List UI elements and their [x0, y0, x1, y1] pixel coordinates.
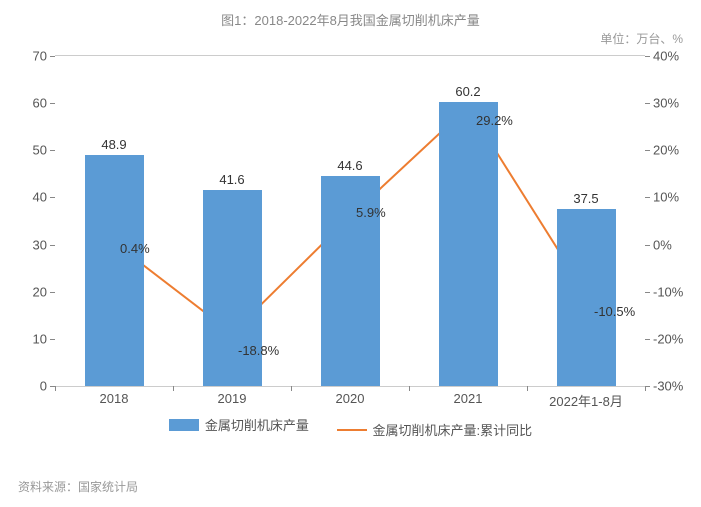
legend-line-swatch	[337, 429, 367, 431]
unit-label: 单位：万台、%	[600, 30, 683, 47]
y-right-tick	[645, 245, 650, 246]
y-left-tick	[50, 150, 55, 151]
line-value-label: -18.8%	[238, 343, 279, 358]
x-tick	[409, 386, 410, 391]
y-left-tick	[50, 56, 55, 57]
y-left-tick	[50, 103, 55, 104]
legend-bar: 金属切削机床产量	[169, 415, 309, 434]
y-right-tick	[645, 150, 650, 151]
y-right-tick-label: -20%	[653, 331, 701, 346]
bar-value-label: 37.5	[573, 191, 598, 206]
legend: 金属切削机床产量 金属切削机床产量:累计同比	[0, 415, 701, 439]
x-category-label: 2021	[454, 391, 483, 406]
y-left-tick-label: 60	[7, 96, 47, 111]
y-left-tick	[50, 197, 55, 198]
legend-line: 金属切削机床产量:累计同比	[337, 420, 533, 439]
y-left-tick-label: 70	[7, 49, 47, 64]
y-right-tick-label: 10%	[653, 190, 701, 205]
bar-value-label: 41.6	[219, 172, 244, 187]
y-right-tick-label: -10%	[653, 284, 701, 299]
y-left-tick	[50, 339, 55, 340]
y-left-tick-label: 10	[7, 331, 47, 346]
x-tick	[173, 386, 174, 391]
y-right-tick-label: -30%	[653, 379, 701, 394]
y-right-tick-label: 20%	[653, 143, 701, 158]
x-tick	[527, 386, 528, 391]
y-left-tick-label: 50	[7, 143, 47, 158]
x-tick	[55, 386, 56, 391]
legend-bar-label: 金属切削机床产量	[205, 415, 309, 434]
y-left-tick-label: 30	[7, 237, 47, 252]
y-right-tick	[645, 339, 650, 340]
bar-value-label: 60.2	[455, 84, 480, 99]
x-category-label: 2018	[100, 391, 129, 406]
y-right-tick-label: 40%	[653, 49, 701, 64]
x-tick	[291, 386, 292, 391]
plot-area: 010203040506070-30%-20%-10%0%10%20%30%40…	[55, 55, 645, 387]
bar-value-label: 48.9	[101, 137, 126, 152]
legend-line-label: 金属切削机床产量:累计同比	[373, 420, 533, 439]
y-left-tick-label: 0	[7, 379, 47, 394]
line-value-label: 0.4%	[120, 241, 150, 256]
bar	[85, 155, 144, 386]
y-left-tick	[50, 245, 55, 246]
x-category-label: 2022年1-8月	[549, 391, 623, 410]
y-left-tick-label: 20	[7, 284, 47, 299]
line-value-label: 5.9%	[356, 205, 386, 220]
y-right-tick-label: 30%	[653, 96, 701, 111]
source-label: 资料来源：国家统计局	[18, 478, 138, 495]
legend-bar-swatch	[169, 419, 199, 431]
line-value-label: 29.2%	[476, 113, 513, 128]
y-left-tick-label: 40	[7, 190, 47, 205]
y-right-tick-label: 0%	[653, 237, 701, 252]
x-category-label: 2020	[336, 391, 365, 406]
y-right-tick	[645, 56, 650, 57]
y-right-tick	[645, 292, 650, 293]
y-left-tick	[50, 292, 55, 293]
x-category-label: 2019	[218, 391, 247, 406]
bar	[557, 209, 616, 386]
chart-container: 图1：2018-2022年8月我国金属切削机床产量 单位：万台、% 010203…	[0, 0, 701, 507]
x-tick	[645, 386, 646, 391]
bar-value-label: 44.6	[337, 158, 362, 173]
bar	[439, 102, 498, 386]
y-right-tick	[645, 197, 650, 198]
y-right-tick	[645, 103, 650, 104]
line-value-label: -10.5%	[594, 304, 635, 319]
chart-title: 图1：2018-2022年8月我国金属切削机床产量	[0, 0, 701, 29]
